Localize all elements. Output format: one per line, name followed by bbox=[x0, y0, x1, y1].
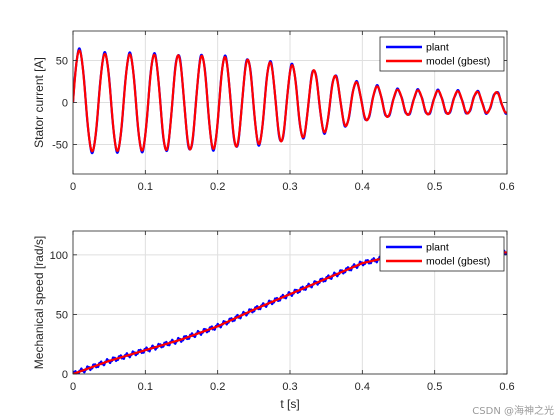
x-tick-label: 0.4 bbox=[355, 381, 370, 393]
y-axis-label: Stator current [A] bbox=[32, 57, 46, 148]
y-tick-label: 50 bbox=[56, 309, 68, 321]
x-tick-label: 0.2 bbox=[210, 181, 225, 193]
stator-current-plot: 0 0.1 0.2 0.3 0.4 0.5 0.6 -50 0 50 Stator current … bbox=[32, 30, 515, 193]
legend: plant model (gbest) bbox=[379, 236, 505, 272]
legend-label-plant: plant bbox=[426, 42, 449, 54]
y-tick-label: 0 bbox=[62, 98, 68, 110]
legend-label-model: model (gbest) bbox=[426, 256, 490, 268]
y-tick-label: 100 bbox=[50, 250, 68, 262]
watermark: CSDN @海神之光 bbox=[472, 406, 554, 417]
x-tick-label: 0 bbox=[70, 181, 76, 193]
x-tick-label: 0.3 bbox=[282, 181, 297, 193]
y-axis-label: Mechanical speed [rad/s] bbox=[32, 236, 46, 369]
x-tick-label: 0.2 bbox=[210, 381, 225, 393]
y-tick-label: 0 bbox=[62, 369, 68, 381]
y-tick-label: 50 bbox=[56, 55, 68, 67]
mechanical-speed-plot: 0 0.1 0.2 0.3 0.4 0.5 0.6 0 50 100 Mechanical spee… bbox=[32, 230, 515, 411]
series-model-line bbox=[73, 49, 507, 153]
x-tick-label: 0.4 bbox=[355, 181, 370, 193]
legend-label-model: model (gbest) bbox=[426, 56, 490, 68]
legend: plant model (gbest) bbox=[379, 36, 505, 72]
series-lines bbox=[73, 47, 507, 155]
x-tick-label: 0.1 bbox=[138, 181, 153, 193]
x-tick-label: 0.6 bbox=[499, 181, 514, 193]
x-tick-label: 0.5 bbox=[427, 381, 442, 393]
x-tick-label: 0.6 bbox=[499, 381, 514, 393]
legend-box bbox=[379, 236, 505, 272]
legend-box bbox=[379, 36, 505, 72]
x-axis-label: t [s] bbox=[280, 397, 299, 411]
x-tick-label: 0 bbox=[70, 381, 76, 393]
x-tick-label: 0.3 bbox=[282, 381, 297, 393]
legend-label-plant: plant bbox=[426, 242, 449, 254]
x-tick-label: 0.1 bbox=[138, 381, 153, 393]
y-tick-label: -50 bbox=[52, 140, 68, 152]
x-tick-label: 0.5 bbox=[427, 181, 442, 193]
